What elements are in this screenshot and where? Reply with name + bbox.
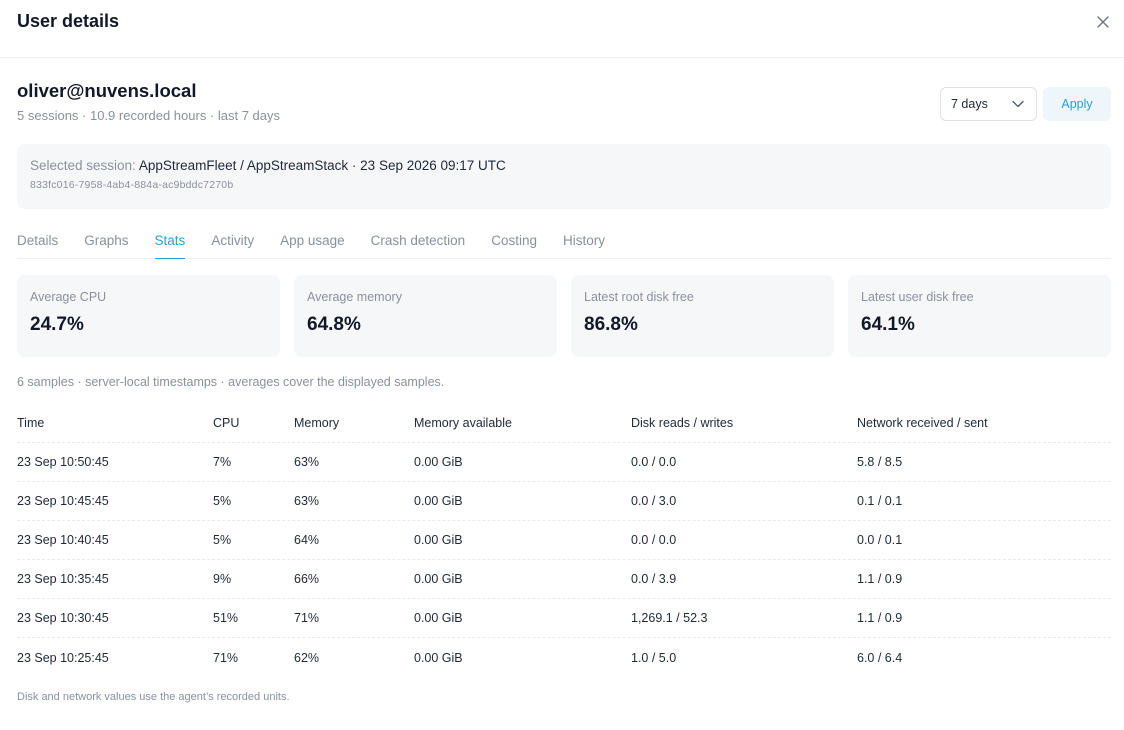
stat-card-label: Average CPU bbox=[30, 290, 107, 304]
cell-cpu: 51% bbox=[213, 611, 239, 625]
column-header-time: Time bbox=[17, 415, 45, 430]
stat-card-value: 64.8% bbox=[307, 314, 361, 335]
table-header-row: Time CPU Memory Memory available Disk re… bbox=[17, 403, 1111, 443]
cell-network: 1.1 / 0.9 bbox=[857, 611, 903, 625]
selected-session-line: Selected session: AppStreamFleet / AppSt… bbox=[30, 158, 1098, 173]
cell-memory-available: 0.00 GiB bbox=[414, 494, 463, 508]
stat-cards: Average CPU 24.7% Average memory 64.8% L… bbox=[17, 275, 1111, 357]
user-meta: 5 sessions · 10.9 recorded hours · last … bbox=[17, 108, 281, 123]
stat-card-value: 86.8% bbox=[584, 314, 638, 335]
column-header-disk: Disk reads / writes bbox=[631, 415, 734, 430]
column-header-cpu: CPU bbox=[213, 415, 240, 430]
cell-memory: 63% bbox=[294, 455, 320, 469]
table-row: 23 Sep 10:35:45 9% 66% 0.00 GiB 0.0 / 3.9 1.1… bbox=[17, 560, 1111, 599]
selected-session-value: AppStreamFleet / AppStreamStack · 23 Sep… bbox=[138, 158, 506, 173]
cell-time: 23 Sep 10:50:45 bbox=[17, 455, 109, 469]
samples-note: 6 samples · server-local timestamps · av… bbox=[17, 375, 445, 389]
tab-history[interactable]: History bbox=[562, 233, 605, 248]
modal-title: User details bbox=[17, 11, 120, 31]
stat-card-value: 24.7% bbox=[30, 314, 84, 335]
table-row: 23 Sep 10:25:45 71% 62% 0.00 GiB 1.0 / 5.0 6.… bbox=[17, 638, 1111, 677]
range-controls: 7 days Apply bbox=[940, 87, 1111, 121]
cell-cpu: 71% bbox=[213, 650, 239, 665]
cell-memory: 64% bbox=[294, 533, 320, 547]
cell-network: 1.1 / 0.9 bbox=[857, 572, 903, 586]
cell-time: 23 Sep 10:30:45 bbox=[17, 611, 109, 625]
cell-disk: 0.0 / 0.0 bbox=[631, 455, 677, 469]
stats-table: Time CPU Memory Memory available Disk re… bbox=[17, 403, 1111, 677]
cell-memory: 62% bbox=[294, 650, 320, 665]
stat-card-average-cpu: Average CPU 24.7% bbox=[17, 275, 280, 357]
cell-disk: 0.0 / 3.0 bbox=[631, 494, 677, 508]
column-header-memory-available: Memory available bbox=[414, 415, 512, 430]
cell-memory-available: 0.00 GiB bbox=[414, 650, 463, 665]
cell-cpu: 7% bbox=[213, 455, 232, 469]
user-email: oliver@nuvens.local bbox=[17, 80, 197, 101]
cell-time: 23 Sep 10:45:45 bbox=[17, 494, 109, 508]
cell-time: 23 Sep 10:40:45 bbox=[17, 533, 109, 547]
close-icon[interactable] bbox=[1092, 11, 1114, 33]
stat-card-value: 64.1% bbox=[861, 314, 915, 335]
stat-card-root-disk-free: Latest root disk free 86.8% bbox=[571, 275, 834, 357]
cell-cpu: 9% bbox=[213, 572, 232, 586]
cell-network: 0.1 / 0.1 bbox=[857, 494, 903, 508]
cell-memory-available: 0.00 GiB bbox=[414, 455, 463, 469]
cell-network: 5.8 / 8.5 bbox=[857, 455, 903, 469]
range-select-value: 7 days bbox=[951, 97, 988, 111]
footnote: Disk and network values use the agent’s … bbox=[17, 691, 290, 703]
cell-memory: 63% bbox=[294, 494, 320, 508]
stat-card-user-disk-free: Latest user disk free 64.1% bbox=[848, 275, 1111, 357]
table-row: 23 Sep 10:40:45 5% 64% 0.00 GiB 0.0 / 0.0 0.0… bbox=[17, 521, 1111, 560]
cell-network: 6.0 / 6.4 bbox=[857, 650, 903, 665]
apply-button[interactable]: Apply bbox=[1043, 87, 1111, 121]
tab-graphs[interactable]: Graphs bbox=[84, 233, 129, 248]
cell-time: 23 Sep 10:25:45 bbox=[17, 650, 109, 665]
range-select[interactable]: 7 days bbox=[940, 87, 1037, 121]
cell-disk: 0.0 / 0.0 bbox=[631, 533, 677, 547]
table-row: 23 Sep 10:30:45 51% 71% 0.00 GiB 1,269.1 / 5… bbox=[17, 599, 1111, 638]
selected-session-label: Selected session: bbox=[30, 158, 136, 173]
cell-memory-available: 0.00 GiB bbox=[414, 533, 463, 547]
tab-crash-detection[interactable]: Crash detection bbox=[370, 233, 466, 248]
cell-time: 23 Sep 10:35:45 bbox=[17, 572, 109, 586]
tab-app-usage[interactable]: App usage bbox=[280, 233, 345, 248]
table-row: 23 Sep 10:50:45 7% 63% 0.00 GiB 0.0 / 0.0 5.8… bbox=[17, 443, 1111, 482]
cell-memory-available: 0.00 GiB bbox=[414, 611, 463, 625]
chevron-down-icon bbox=[1012, 97, 1024, 111]
session-id: 833fc016-7958-4ab4-884a-ac9bddc7270b bbox=[30, 179, 234, 191]
stat-card-label: Latest root disk free bbox=[584, 290, 694, 304]
table-row: 23 Sep 10:45:45 5% 63% 0.00 GiB 0.0 / 3.0 0.1… bbox=[17, 482, 1111, 521]
cell-network: 0.0 / 0.1 bbox=[857, 533, 903, 547]
user-summary: oliver@nuvens.local 5 sessions · 10.9 re… bbox=[17, 80, 280, 123]
stat-card-label: Latest user disk free bbox=[861, 290, 974, 304]
stat-card-label: Average memory bbox=[307, 290, 402, 304]
cell-cpu: 5% bbox=[213, 533, 232, 547]
column-header-memory: Memory bbox=[294, 415, 340, 430]
cell-memory-available: 0.00 GiB bbox=[414, 572, 463, 586]
column-header-network: Network received / sent bbox=[857, 415, 988, 430]
cell-memory: 71% bbox=[294, 611, 320, 625]
stat-card-average-memory: Average memory 64.8% bbox=[294, 275, 557, 357]
tab-bar: Details Graphs Stats Activity App usage … bbox=[17, 233, 1111, 259]
modal-header: User details bbox=[0, 0, 1124, 58]
tab-activity[interactable]: Activity bbox=[211, 233, 255, 248]
tab-details[interactable]: Details bbox=[17, 233, 59, 248]
cell-cpu: 5% bbox=[213, 494, 232, 508]
cell-disk: 1,269.1 / 52.3 bbox=[631, 611, 708, 625]
tab-stats[interactable]: Stats bbox=[154, 233, 185, 259]
cell-memory: 66% bbox=[294, 572, 320, 586]
cell-disk: 0.0 / 3.9 bbox=[631, 572, 677, 586]
tab-costing[interactable]: Costing bbox=[491, 233, 537, 248]
cell-disk: 1.0 / 5.0 bbox=[631, 650, 677, 665]
selected-session-panel: Selected session: AppStreamFleet / AppSt… bbox=[17, 144, 1111, 209]
